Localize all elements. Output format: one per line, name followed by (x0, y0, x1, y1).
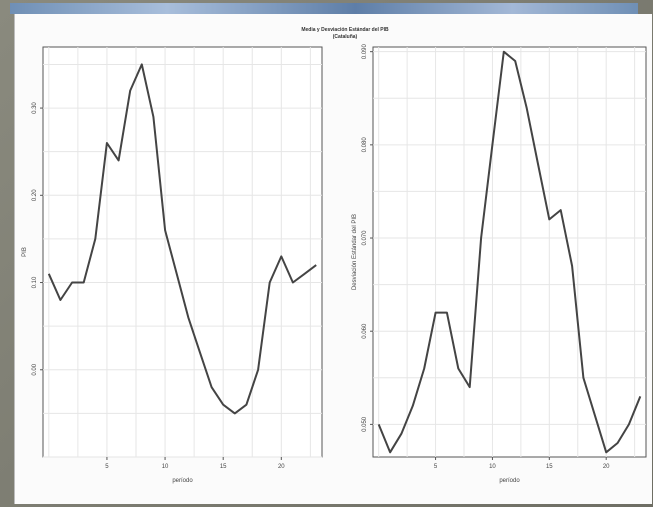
x-tick-label: 10 (489, 464, 496, 470)
y-tick-label: 0.060 (362, 323, 368, 339)
y-tick-label: 0.090 (362, 43, 368, 59)
x-axis-title: período (499, 478, 520, 484)
y-tick-label: 0.050 (362, 416, 368, 432)
x-axis-title: período (172, 478, 193, 484)
y-tick-label: 0.080 (362, 137, 368, 153)
x-tick-label: 15 (220, 464, 227, 470)
x-tick-label: 20 (603, 464, 610, 470)
plot-canvas: Media y Desviación Estándar del PIB (Cat… (22, 27, 647, 484)
y-tick-label: 0.00 (32, 363, 38, 375)
x-tick-label: 10 (162, 464, 169, 470)
x-tick-label: 5 (105, 464, 109, 470)
x-tick-label: 20 (278, 464, 285, 470)
plot-title: Media y Desviación Estándar del PIB (301, 27, 389, 33)
chart-panel-1: 5 10 15 20 0.00 0.10 0.20 0.30 período PIB (22, 46, 323, 484)
chart-panel-2: 5 10 15 20 0.050 0.060 0.070 0.080 0.090 período D… (352, 43, 647, 484)
window-title-bar[interactable] (10, 3, 638, 14)
plot-area-frame (42, 46, 323, 458)
y-tick-label: 0.070 (362, 230, 368, 246)
series-line-1 (47, 63, 317, 415)
plot-subtitle: (Cataluña) (333, 34, 358, 40)
plot-area-frame (372, 46, 647, 458)
series-line-1 (377, 50, 642, 454)
y-axis-title: Desviación Estándar del PIB (352, 214, 358, 290)
y-tick-label: 0.10 (32, 276, 38, 288)
y-tick-label: 0.20 (32, 189, 38, 201)
plot-window: Media y Desviación Estándar del PIB (Cat… (14, 14, 652, 504)
y-tick-label: 0.30 (32, 102, 38, 114)
x-tick-label: 15 (546, 464, 553, 470)
y-axis-title: PIB (22, 247, 28, 257)
x-tick-label: 5 (434, 464, 438, 470)
